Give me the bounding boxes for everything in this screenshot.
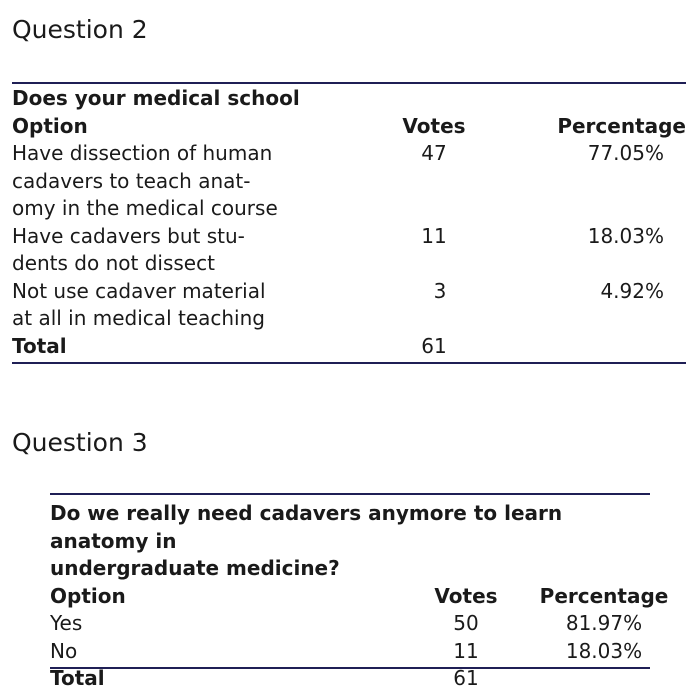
q2-row-3-votes: 3 <box>433 278 447 303</box>
q3-results-table: Do we really need cadavers anymore to le… <box>50 500 668 693</box>
q2-row-2-votes: 11 <box>421 223 447 248</box>
q3-row-2-percentage: 18.03% <box>565 638 643 663</box>
q2-total-label: Total <box>12 333 67 358</box>
q3-header-percentage: Percentage <box>539 583 669 608</box>
q2-header-votes: Votes <box>402 113 466 138</box>
q2-row-1-percentage: 77.05% <box>587 141 664 165</box>
q3-row-1-votes: 50 <box>453 611 479 635</box>
q2-question-text: Does your medical school <box>12 86 300 110</box>
option-line: cadavers to teach anat- <box>12 168 251 193</box>
q3-total-row: Total 61 <box>50 665 650 693</box>
table-row: Not use cadaver material at all in medic… <box>12 278 686 333</box>
q3-top-rule <box>50 493 650 495</box>
table-row: No 11 18.03% <box>50 638 650 666</box>
table-row: Yes 50 81.97% <box>50 610 650 638</box>
q3-total-votes: 61 <box>453 666 479 690</box>
question-line: Do we really need cadavers anymore to le… <box>50 501 563 553</box>
q2-header-option: Option <box>12 113 88 138</box>
q3-total-label: Total <box>50 666 105 690</box>
q2-row-3-option: Not use cadaver material at all in medic… <box>12 278 287 333</box>
option-line: dents do not dissect <box>12 251 215 275</box>
q2-row-1-votes: 47 <box>421 141 447 165</box>
q2-total-votes: 61 <box>421 333 447 358</box>
question-3-heading: Question 3 <box>12 428 148 457</box>
q2-top-rule <box>12 82 686 84</box>
q2-row-2-percentage: 18.03% <box>587 223 664 248</box>
option-line: Have cadavers but stu- <box>12 223 245 248</box>
table-row: Have dissection of human cadavers to tea… <box>12 140 686 223</box>
question-2-heading: Question 2 <box>12 15 148 44</box>
q3-row-2-votes: 11 <box>453 638 479 663</box>
q2-row-3-percentage: 4.92% <box>600 278 664 303</box>
q3-bottom-rule <box>50 667 650 669</box>
q3-row-1-percentage: 81.97% <box>565 611 643 635</box>
q2-header-row: Option Votes Percentage <box>12 113 686 141</box>
q3-header-row: Option Votes Percentage <box>50 583 668 611</box>
q3-question-text: Do we really need cadavers anymore to le… <box>50 500 650 583</box>
option-line: at all in medical teaching <box>12 306 265 330</box>
question-line: undergraduate medicine? <box>50 556 340 580</box>
q2-row-2-option: Have cadavers but stu- dents do not diss… <box>12 223 287 278</box>
q2-total-row: Total 61 <box>12 333 686 361</box>
q3-row-2-option: No <box>50 638 78 663</box>
q3-row-1-option: Yes <box>50 611 83 635</box>
table-row: Have cadavers but stu- dents do not diss… <box>12 223 686 278</box>
q2-row-1-option: Have dissection of human cadavers to tea… <box>12 140 287 223</box>
option-line: Not use cadaver material <box>12 278 266 303</box>
q2-bottom-rule <box>12 362 686 364</box>
option-line: Have dissection of human <box>12 141 273 165</box>
q3-header-option: Option <box>50 583 126 608</box>
q2-results-table: Does your medical school Option Votes Pe… <box>12 85 686 360</box>
q3-header-votes: Votes <box>434 583 498 608</box>
q2-header-percentage: Percentage <box>557 113 686 138</box>
option-line: omy in the medical course <box>12 196 278 220</box>
